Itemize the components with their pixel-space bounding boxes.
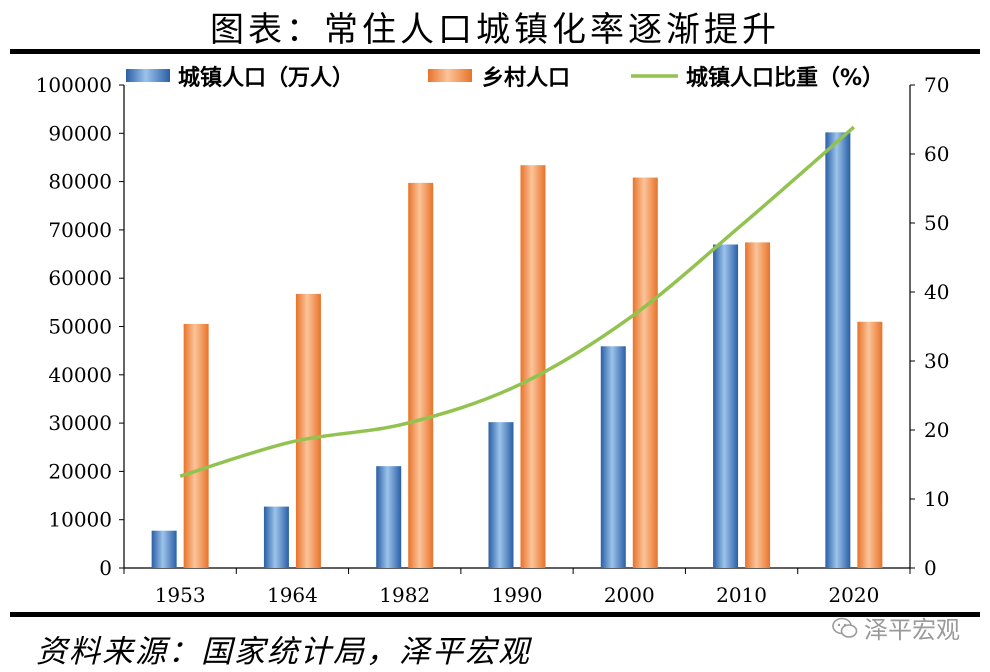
top-rule bbox=[10, 49, 980, 54]
wechat-icon bbox=[832, 617, 858, 638]
rural-bar bbox=[857, 321, 883, 568]
rural-bar bbox=[408, 182, 434, 568]
right-tick-label: 60 bbox=[924, 142, 949, 166]
left-tick-label: 90000 bbox=[48, 121, 112, 145]
right-tick-label: 70 bbox=[924, 73, 949, 97]
right-tick-label: 20 bbox=[924, 418, 949, 442]
left-tick-label: 20000 bbox=[48, 459, 112, 483]
legend-ratio-label: 城镇人口比重（%） bbox=[686, 65, 884, 91]
rural-bar bbox=[183, 323, 209, 568]
urban-bar bbox=[151, 530, 177, 568]
x-tick-label: 1953 bbox=[155, 583, 206, 607]
left-tick-label: 30000 bbox=[48, 411, 112, 435]
right-tick-label: 10 bbox=[924, 487, 949, 511]
legend-urban-swatch bbox=[126, 69, 170, 82]
urban-bar bbox=[488, 422, 514, 568]
x-tick-label: 2000 bbox=[604, 583, 655, 607]
legend-rural-label: 乡村人口 bbox=[482, 66, 570, 91]
legend-urban-label: 城镇人口（万人） bbox=[178, 65, 354, 91]
left-tick-label: 60000 bbox=[48, 266, 112, 290]
x-tick-label: 2010 bbox=[716, 583, 767, 607]
urban-bar bbox=[600, 346, 626, 568]
rural-bar bbox=[520, 165, 546, 568]
watermark: 泽平宏观 bbox=[832, 610, 960, 645]
left-tick-label: 100000 bbox=[36, 73, 112, 97]
urban-bar bbox=[263, 506, 289, 568]
rural-bar bbox=[632, 177, 658, 568]
watermark-text: 泽平宏观 bbox=[864, 616, 960, 644]
right-tick-label: 50 bbox=[924, 211, 949, 235]
rural-bar bbox=[745, 242, 771, 568]
urban-bar bbox=[825, 132, 851, 568]
x-tick-label: 2020 bbox=[828, 583, 879, 607]
left-tick-label: 10000 bbox=[48, 508, 112, 532]
x-tick-label: 1990 bbox=[492, 583, 543, 607]
urbanization-ratio-line bbox=[179, 125, 856, 478]
left-tick-label: 70000 bbox=[48, 218, 112, 242]
x-tick-label: 1964 bbox=[267, 583, 318, 607]
right-tick-label: 0 bbox=[924, 556, 937, 580]
x-tick-label: 1982 bbox=[379, 583, 430, 607]
source-note: 资料来源：国家统计局，泽平宏观 bbox=[36, 634, 531, 670]
chart-title: 图表：常住人口城镇化率逐渐提升 bbox=[210, 10, 780, 50]
right-tick-label: 30 bbox=[924, 349, 949, 373]
right-tick-label: 40 bbox=[924, 280, 949, 304]
left-tick-label: 0 bbox=[99, 556, 112, 580]
legend-rural-swatch bbox=[428, 69, 472, 82]
left-tick-label: 80000 bbox=[48, 170, 112, 194]
left-tick-label: 40000 bbox=[48, 363, 112, 387]
urban-bar bbox=[713, 244, 739, 568]
rural-bar bbox=[295, 293, 321, 568]
bottom-rule bbox=[10, 612, 980, 617]
urban-bar bbox=[376, 466, 402, 568]
left-tick-label: 50000 bbox=[48, 315, 112, 339]
